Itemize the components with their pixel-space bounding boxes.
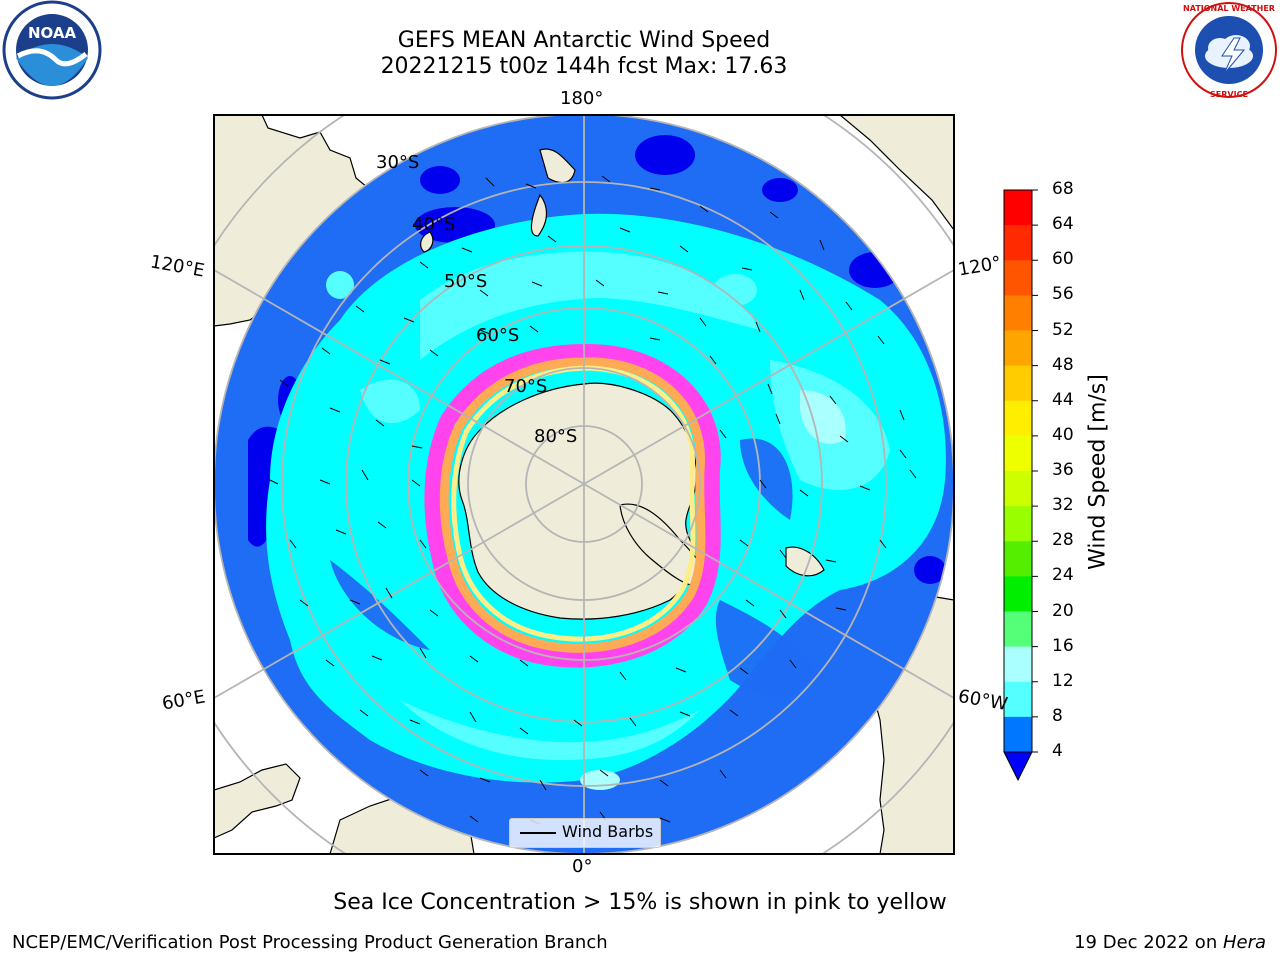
colorbar-tick-label: 56 [1052,284,1074,305]
colorbar-segment [1004,611,1032,648]
colorbar-tick-label: 44 [1052,389,1074,410]
svg-text:NATIONAL WEATHER: NATIONAL WEATHER [1183,4,1275,13]
footer-date: 19 Dec 2022 on Hera [1074,932,1266,953]
colorbar-tick-label: 12 [1052,670,1074,691]
wind-band-16-20 [580,390,846,790]
colorbar-segment [1004,365,1032,402]
lat-label-30s: 30°S [376,152,420,173]
colorbar-tick-label: 4 [1052,741,1063,761]
lat-label-70s: 70°S [504,376,548,397]
wind-lane-4-8 [330,438,820,695]
lon-label-180: 180° [560,88,604,109]
colorbar-segment [1004,330,1032,367]
colorbar [1003,189,1038,782]
meridian-lines [214,115,954,854]
colorbar-segment [1004,400,1032,437]
colorbar-tick-label: 8 [1052,705,1063,726]
footer-credit: NCEP/EMC/Verification Post Processing Pr… [12,932,608,953]
colorbar-tick-label: 24 [1052,565,1074,586]
colorbar-segment [1004,541,1032,577]
chart-title: GEFS MEAN Antarctic Wind Speed [397,28,771,53]
continents-in-disk [420,148,825,577]
colorbar-tick-label: 40 [1052,424,1074,445]
footer-date-text: 19 Dec 2022 on [1074,932,1223,953]
colorbar-tick-label: 36 [1052,460,1074,480]
lon-label-0: 0° [572,856,593,877]
colorbar-segment [1004,225,1032,261]
colorbar-segment [1004,471,1032,507]
colorbar-segment [1004,260,1032,296]
colorbar-segment [1004,435,1032,472]
legend-label: Wind Barbs [562,822,654,841]
footer-host: Hera [1222,932,1266,953]
colorbar-segment [1004,506,1032,542]
colorbar-extend-triangle [1003,751,1033,782]
sea-ice-ring [424,343,721,668]
caption: Sea Ice Concentration > 15% is shown in … [333,890,947,915]
colorbar-segment [1004,646,1032,683]
svg-text:SERVICE: SERVICE [1210,90,1248,99]
lat-label-40s: 40°S [412,214,456,235]
map-border [213,114,955,855]
colorbar-title: Wind Speed [m/s] [1085,374,1111,570]
lat-label-50s: 50°S [444,271,488,292]
wind-barb-legend-line [520,832,556,834]
wind-barbs [269,175,917,825]
colorbar-tick-label: 28 [1052,530,1074,551]
colorbar-segment [1004,576,1032,612]
colorbar-tick-label: 64 [1052,214,1074,235]
colorbar-tick-label: 32 [1052,495,1074,516]
colorbar-tick-label: 16 [1052,635,1074,656]
colorbar-tick-label: 20 [1052,600,1074,621]
colorbar-tick-label: 48 [1052,354,1074,375]
colorbar-segment [1004,681,1032,718]
lat-label-80s: 80°S [534,426,578,447]
chart-subtitle: 20221215 t00z 144h fcst Max: 17.63 [380,54,788,79]
national-weather-service-logo: NATIONAL WEATHER SERVICE [1181,2,1277,99]
antarctica [458,382,697,620]
colorbar-segment [1004,716,1032,752]
lat-label-60s: 60°S [476,325,520,346]
colorbar-tick-label: 60 [1052,249,1074,270]
svg-text:NOAA: NOAA [28,24,77,42]
colorbar-segment [1004,295,1032,331]
colorbar-tick-label: 52 [1052,319,1074,340]
colorbar-tick-label: 68 [1052,179,1074,199]
noaa-logo: NOAA [2,0,102,100]
colorbar-segment [1004,190,1032,226]
map-legend: Wind Barbs [509,818,661,848]
